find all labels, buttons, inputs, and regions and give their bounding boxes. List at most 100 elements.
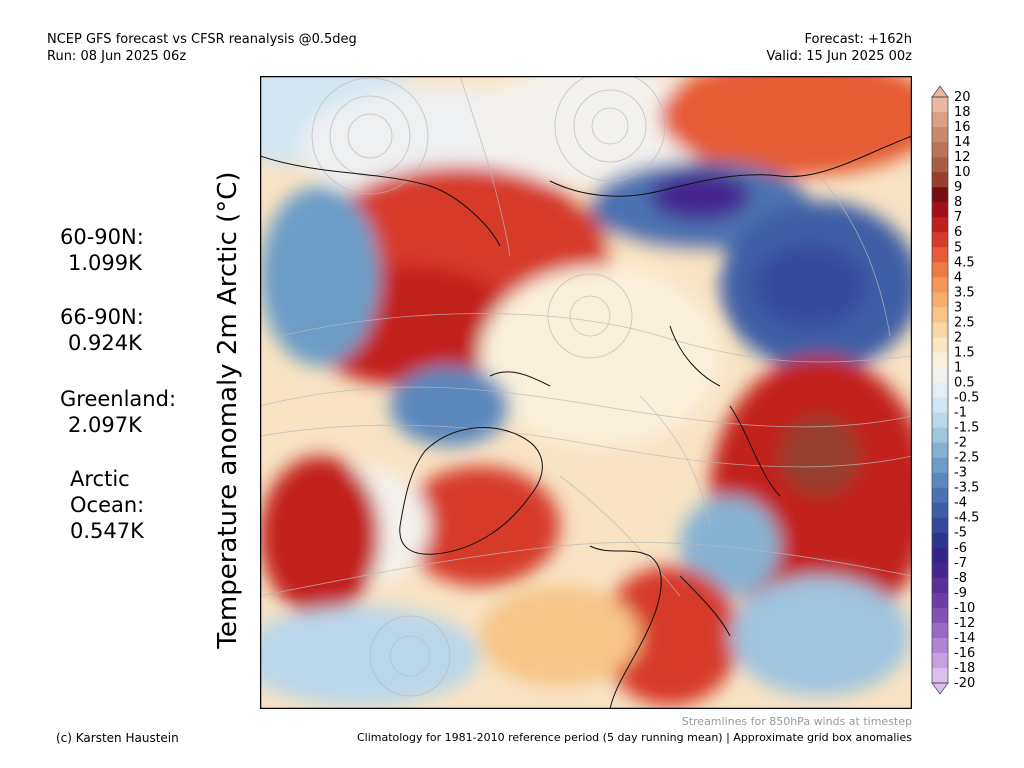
colorbar-frame (931, 96, 949, 684)
colorbar-swatch (932, 532, 948, 549)
colorbar-swatch (932, 142, 948, 158)
colorbar-swatch (932, 667, 948, 684)
colorbar-tick-label: 5 (954, 240, 962, 255)
colorbar-swatch (932, 157, 948, 173)
colorbar: 201816141210987654.543.532.521.510.5-0.5… (931, 85, 979, 695)
colorbar-tick-label: -8 (954, 571, 967, 586)
colorbar-swatch (932, 592, 948, 609)
colorbar-swatch (932, 217, 948, 233)
colorbar-swatch (932, 262, 948, 278)
run-time: Run: 08 Jun 2025 06z (47, 49, 187, 64)
stat-60-90n: 60-90N: 1.099K (60, 224, 144, 276)
stat-name: Greenland: (60, 387, 177, 411)
stat-name: 60-90N: (60, 225, 144, 249)
climatology-note: Climatology for 1981-2010 reference peri… (356, 731, 912, 744)
title-line-1: NCEP GFS forecast vs CFSR reanalysis @0.… (47, 32, 357, 47)
colorbar-swatch (932, 622, 948, 639)
colorbar-swatch (932, 442, 948, 458)
colorbar-tick-label: 1 (954, 360, 962, 375)
colorbar-swatch (932, 637, 948, 654)
colorbar-tick-label: 16 (954, 120, 971, 135)
colorbar-swatch (932, 502, 948, 519)
colorbar-tick-label: -1.5 (954, 421, 979, 436)
colorbar-tick-label: 4 (954, 270, 962, 285)
streamline-note: Streamlines for 850hPa winds at timestep (681, 715, 912, 728)
colorbar-tick-label: 1.5 (954, 345, 975, 360)
colorbar-swatch (932, 577, 948, 594)
colorbar-min-arrow (931, 682, 949, 695)
colorbar-swatch (932, 562, 948, 579)
colorbar-labels: 201816141210987654.543.532.521.510.5-0.5… (954, 90, 979, 691)
colorbar-tick-label: 20 (954, 90, 971, 105)
colorbar-tick-label: 18 (954, 105, 971, 120)
colorbar-tick-label: 6 (954, 225, 962, 240)
colorbar-tick-label: -4 (954, 496, 967, 511)
colorbar-tick-label: 0.5 (954, 375, 975, 390)
colorbar-swatch (932, 517, 948, 534)
colorbar-tick-label: -12 (954, 616, 975, 631)
colorbar-swatch (932, 472, 948, 488)
colorbar-swatch (932, 247, 948, 263)
colorbar-tick-label: -2 (954, 436, 967, 451)
colorbar-tick-label: -5 (954, 526, 967, 541)
colorbar-swatch (932, 202, 948, 218)
colorbar-tick-label: 4.5 (954, 255, 975, 270)
colorbar-swatch (932, 352, 948, 368)
stat-name: Arctic Ocean: (70, 467, 145, 517)
colorbar-swatch (932, 97, 948, 113)
colorbar-tick-label: -2.5 (954, 451, 979, 466)
colorbar-swatch (932, 322, 948, 338)
colorbar-tick-label: -6 (954, 541, 967, 556)
colorbar-swatch (932, 652, 948, 669)
colorbar-swatch (932, 607, 948, 624)
colorbar-tick-label: 8 (954, 195, 962, 210)
colorbar-tick-label: -16 (954, 646, 975, 661)
colorbar-tick-label: -0.5 (954, 391, 979, 406)
colorbar-max-arrow (931, 85, 949, 98)
colorbar-tick-label: 10 (954, 165, 971, 180)
colorbar-tick-label: 14 (954, 135, 971, 150)
colorbar-swatches (931, 85, 949, 695)
colorbar-swatch (932, 277, 948, 293)
colorbar-swatch (932, 427, 948, 443)
colorbar-tick-label: 2 (954, 330, 962, 345)
colorbar-swatch (932, 367, 948, 383)
colorbar-swatch (932, 547, 948, 564)
stat-arctic-ocean: Arctic Ocean: 0.547K (70, 466, 180, 544)
colorbar-swatch (932, 412, 948, 428)
colorbar-tick-label: -1 (954, 406, 967, 421)
stat-value: 1.099K (68, 251, 142, 275)
stat-greenland: Greenland: 2.097K (60, 386, 176, 438)
colorbar-tick-label: -3 (954, 466, 967, 481)
colorbar-swatch (932, 307, 948, 323)
colorbar-tick-label: -9 (954, 586, 967, 601)
stat-66-90n: 66-90N: 0.924K (60, 304, 144, 356)
colorbar-tick-label: -10 (954, 601, 975, 616)
streamlines (260, 76, 912, 697)
colorbar-swatch (932, 457, 948, 473)
colorbar-swatch (932, 397, 948, 413)
colorbar-swatch (932, 487, 948, 503)
credit: (c) Karsten Haustein (56, 731, 179, 745)
map-frame (260, 76, 912, 709)
colorbar-swatch (932, 232, 948, 248)
anomaly-field (260, 76, 912, 706)
colorbar-tick-label: 2.5 (954, 315, 975, 330)
colorbar-tick-label: -4.5 (954, 511, 979, 526)
colorbar-swatch (932, 112, 948, 128)
valid-time: Valid: 15 Jun 2025 00z (766, 49, 912, 64)
header-right: Forecast: +162h Valid: 15 Jun 2025 00z (766, 31, 912, 65)
coastlines (260, 135, 912, 709)
colorbar-tick-label: 3.5 (954, 285, 975, 300)
colorbar-tick-label: 7 (954, 210, 962, 225)
colorbar-swatch (932, 127, 948, 143)
colorbar-swatch (932, 382, 948, 398)
colorbar-tick-label: -14 (954, 631, 975, 646)
colorbar-tick-label: -3.5 (954, 481, 979, 496)
colorbar-swatch (932, 337, 948, 353)
forecast-hour: Forecast: +162h (804, 32, 912, 47)
stat-value: 0.547K (70, 519, 144, 543)
header-left: NCEP GFS forecast vs CFSR reanalysis @0.… (47, 31, 357, 65)
stat-value: 0.924K (68, 331, 142, 355)
colorbar-tick-label: -20 (954, 676, 975, 691)
